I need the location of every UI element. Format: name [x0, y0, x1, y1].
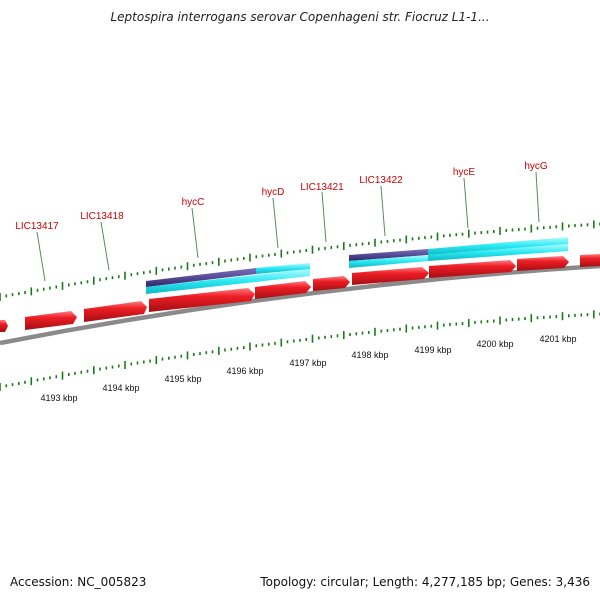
gene-track: [0, 254, 600, 332]
inner-tick-row: [0, 310, 600, 391]
gene-label[interactable]: hycE: [453, 167, 476, 178]
gene-label[interactable]: LIC13417: [15, 221, 59, 232]
scale-label: 4197 kbp: [289, 358, 326, 368]
feature-bar-purple[interactable]: [349, 249, 428, 261]
scale-label: 4200 kbp: [476, 339, 513, 349]
gene-label[interactable]: hycG: [524, 161, 548, 172]
feature-bar-cyan[interactable]: [256, 263, 310, 274]
feature-track: [146, 237, 568, 294]
gene-label-leader: [380, 185, 386, 237]
map-title: Leptospira interrogans serovar Copenhage…: [110, 10, 490, 24]
scale-label: 4194 kbp: [102, 383, 139, 393]
feature-bar-cyan[interactable]: [428, 244, 568, 261]
gene-arrow[interactable]: [517, 256, 569, 271]
feature-bar-cyan[interactable]: [349, 255, 428, 268]
gene-label[interactable]: LIC13418: [80, 211, 124, 222]
genome-backbone: [0, 263, 600, 346]
gene-label[interactable]: LIC13422: [359, 175, 403, 186]
outer-tick-row: [0, 220, 600, 301]
gene-label[interactable]: hycC: [182, 197, 205, 208]
feature-bar-cyan[interactable]: [428, 237, 568, 255]
gene-arrow[interactable]: [84, 301, 147, 322]
gene-arrow[interactable]: [429, 260, 516, 278]
feature-bar-purple[interactable]: [146, 268, 256, 287]
gene-arrow[interactable]: [0, 320, 8, 332]
accession-text: Accession: NC_005823: [10, 575, 147, 589]
gene-label-leader: [463, 177, 469, 229]
gene-label[interactable]: hycD: [262, 187, 285, 198]
gene-label-leader: [272, 197, 279, 249]
gene-label-leader: [321, 191, 327, 243]
scale-label: 4201 kbp: [539, 334, 576, 344]
gene-label-leader: [100, 221, 110, 271]
genome-stats-text: Topology: circular; Length: 4,277,185 bp…: [260, 575, 590, 589]
gene-arrow[interactable]: [352, 267, 429, 285]
gene-arrow[interactable]: [255, 281, 311, 299]
scale-label: 4196 kbp: [226, 366, 263, 376]
scale-label: 4193 kbp: [40, 393, 77, 403]
scale-label: 4198 kbp: [351, 350, 388, 360]
scale-label: 4195 kbp: [164, 374, 201, 384]
gene-arrow[interactable]: [149, 288, 255, 312]
gene-label[interactable]: LIC13421: [300, 182, 344, 193]
gene-label-leader: [36, 231, 46, 282]
gene-label-leader: [191, 207, 199, 259]
scale-label: 4199 kbp: [414, 345, 451, 355]
gene-arrow[interactable]: [25, 311, 77, 330]
gene-arrow[interactable]: [580, 254, 600, 267]
gene-label-leader: [535, 171, 540, 223]
gene-arrow[interactable]: [313, 276, 350, 291]
feature-bar-cyan[interactable]: [146, 269, 310, 294]
